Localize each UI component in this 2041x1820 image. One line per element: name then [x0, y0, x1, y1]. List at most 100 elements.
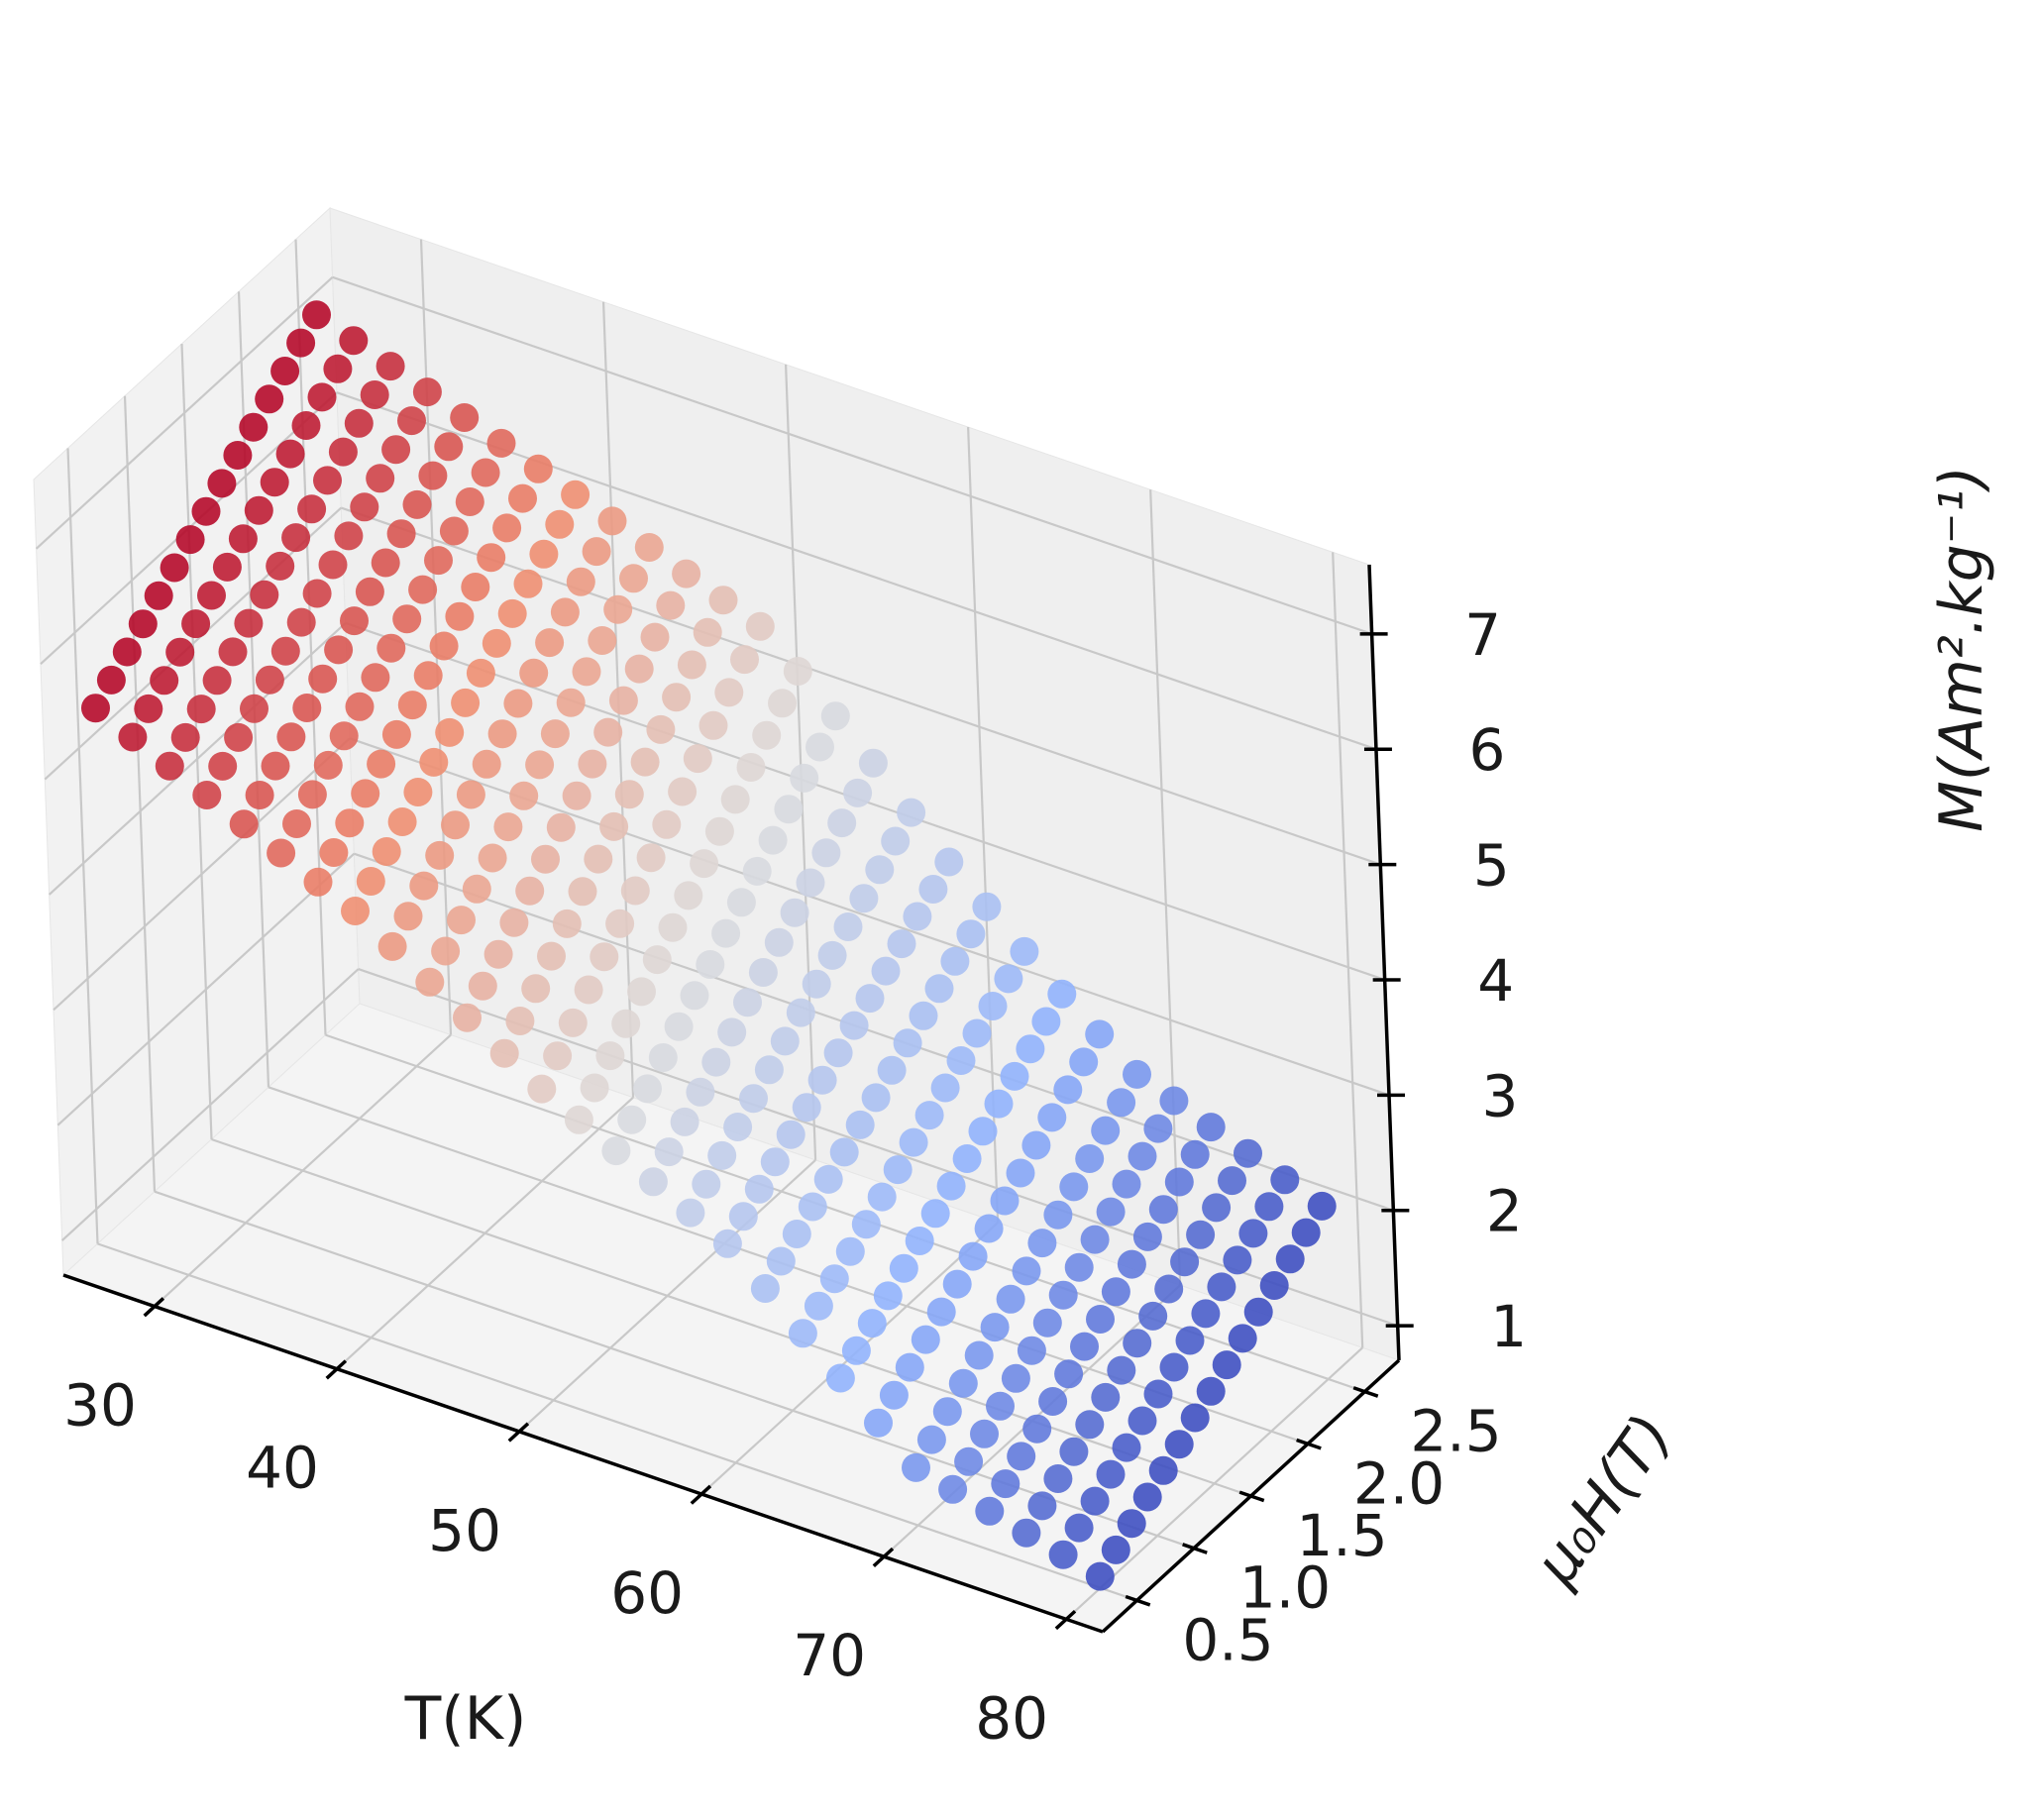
y-tick-label: 0.5 — [1182, 1606, 1273, 1673]
data-point — [477, 543, 506, 573]
data-point — [823, 1038, 853, 1068]
data-point — [672, 559, 701, 589]
data-point — [1154, 1274, 1184, 1304]
data-point — [851, 1210, 881, 1239]
y-tick-label: 1.5 — [1296, 1502, 1387, 1569]
data-point — [1175, 1326, 1205, 1355]
data-point — [340, 606, 369, 636]
data-point — [994, 964, 1023, 994]
data-point — [686, 1077, 715, 1107]
data-point — [455, 487, 484, 516]
x-tick-label: 70 — [793, 1622, 866, 1689]
data-point — [897, 798, 926, 827]
data-point — [245, 781, 274, 809]
data-point — [1238, 1219, 1268, 1248]
data-point — [617, 1105, 647, 1134]
data-point — [871, 956, 901, 986]
data-point — [1107, 1355, 1136, 1385]
x-tick-label: 30 — [63, 1372, 137, 1440]
data-point — [397, 406, 426, 436]
data-point — [1001, 1363, 1030, 1393]
data-point — [466, 658, 495, 688]
data-point — [281, 523, 311, 553]
data-point — [845, 1110, 875, 1139]
data-point — [255, 665, 284, 695]
data-point — [954, 1446, 984, 1476]
axis-lines — [62, 564, 1414, 1634]
data-point — [605, 909, 635, 938]
data-point — [308, 664, 338, 694]
gridline-z-left — [35, 276, 334, 550]
data-point — [958, 1241, 988, 1271]
x-tick-label: 50 — [428, 1497, 501, 1564]
x-tick-label: 40 — [246, 1435, 319, 1502]
data-point — [574, 975, 603, 1005]
data-point — [523, 454, 553, 483]
z-tick-label: 6 — [1469, 716, 1506, 784]
data-point — [864, 1408, 893, 1438]
y-tick-label: 2.5 — [1410, 1398, 1501, 1465]
data-point — [790, 763, 819, 793]
data-point — [160, 553, 189, 583]
z-tick-label: 2 — [1486, 1178, 1523, 1245]
data-point — [377, 931, 407, 961]
data-point — [409, 871, 439, 901]
data-point — [768, 689, 797, 718]
data-point — [418, 461, 448, 490]
data-point — [1101, 1535, 1130, 1564]
data-point — [744, 1174, 774, 1204]
data-point — [482, 628, 511, 658]
data-point — [1043, 1464, 1073, 1493]
data-point — [668, 777, 698, 806]
data-point — [813, 1164, 843, 1194]
data-point — [1053, 1075, 1083, 1105]
data-point — [873, 1281, 903, 1311]
data-point — [1059, 1172, 1089, 1202]
data-point — [712, 1229, 742, 1258]
data-point — [1047, 979, 1077, 1009]
data-point — [978, 992, 1008, 1020]
data-point — [638, 1167, 668, 1197]
data-point — [350, 492, 379, 522]
data-point — [692, 1169, 721, 1199]
data-point — [451, 688, 481, 717]
data-point — [1012, 1256, 1041, 1286]
data-point — [658, 912, 688, 942]
data-point — [1080, 1486, 1110, 1516]
data-point — [611, 1009, 641, 1038]
data-point — [450, 403, 480, 432]
data-point — [968, 1117, 998, 1146]
data-point — [339, 326, 369, 356]
z-tick-label: 1 — [1490, 1293, 1527, 1360]
data-point — [674, 881, 703, 910]
data-point — [302, 300, 331, 330]
data-point — [568, 877, 597, 907]
data-point — [774, 795, 804, 824]
data-point — [558, 1008, 588, 1037]
data-point — [381, 719, 411, 749]
data-point — [619, 564, 648, 593]
data-point — [627, 977, 656, 1007]
data-point — [435, 717, 465, 747]
data-point — [940, 946, 970, 976]
data-point — [118, 722, 148, 752]
data-point — [807, 1065, 837, 1095]
data-point — [608, 686, 638, 715]
data-point — [128, 609, 158, 639]
data-point — [302, 579, 332, 608]
data-point — [531, 844, 560, 874]
data-point — [1048, 1540, 1078, 1569]
data-point — [595, 1041, 625, 1071]
data-point — [996, 1284, 1025, 1314]
data-point — [431, 936, 461, 966]
data-point — [355, 577, 384, 606]
data-point — [990, 1186, 1020, 1216]
data-point — [580, 1073, 609, 1103]
data-point — [386, 519, 416, 549]
data-point — [1043, 1200, 1073, 1230]
gridline-x-back — [1332, 552, 1364, 1348]
data-point — [924, 974, 954, 1004]
data-point — [776, 1120, 806, 1149]
data-point — [562, 781, 591, 810]
data-point — [155, 751, 184, 781]
